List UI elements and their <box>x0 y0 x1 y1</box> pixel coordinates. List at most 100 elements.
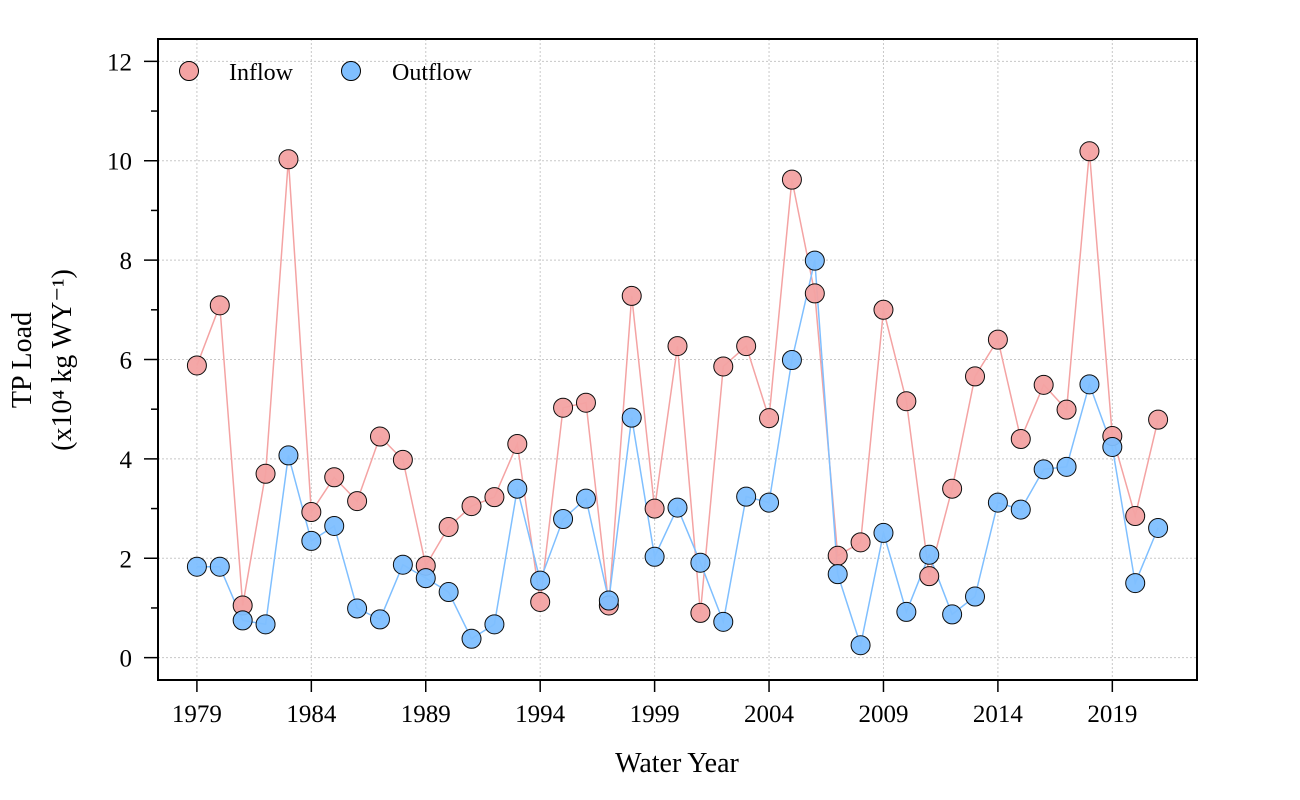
data-point-outflow <box>1125 573 1146 594</box>
data-point-outflow <box>1079 374 1100 395</box>
y-tick-label: 4 <box>120 447 133 474</box>
y-tick-label: 0 <box>120 646 133 673</box>
data-point-inflow <box>255 463 276 484</box>
y-axis-title-line2: (x10⁴ kg WY⁻¹) <box>47 269 78 451</box>
x-tick-label: 1979 <box>172 701 222 728</box>
data-point-inflow <box>942 478 963 499</box>
data-point-outflow <box>965 586 986 607</box>
data-point-inflow <box>369 426 390 447</box>
data-point-inflow <box>438 516 459 537</box>
x-tick-label: 2019 <box>1087 701 1137 728</box>
data-point-outflow <box>1010 499 1031 520</box>
data-point-outflow <box>575 488 596 509</box>
data-point-outflow <box>278 445 299 466</box>
data-point-inflow <box>575 392 596 413</box>
gridlines <box>158 39 1197 680</box>
y-tick-label: 2 <box>120 546 133 573</box>
data-point-outflow <box>873 522 894 543</box>
data-point-outflow <box>919 544 940 565</box>
data-point-outflow <box>827 564 848 585</box>
x-tick-label: 1989 <box>401 701 451 728</box>
data-point-inflow <box>324 467 345 488</box>
data-point-outflow <box>1148 517 1169 538</box>
data-point-inflow <box>644 498 665 519</box>
data-point-inflow <box>1125 506 1146 527</box>
data-point-outflow <box>759 492 780 513</box>
legend-marker-outflow <box>341 61 361 81</box>
data-point-outflow <box>621 407 642 428</box>
data-point-outflow <box>690 552 711 573</box>
data-point-outflow <box>1056 456 1077 477</box>
data-point-outflow <box>415 568 436 589</box>
data-point-outflow <box>301 530 322 551</box>
data-point-inflow <box>873 299 894 320</box>
data-point-outflow <box>1033 459 1054 480</box>
data-point-inflow <box>1148 409 1169 430</box>
legend-marker-inflow <box>179 61 199 81</box>
data-point-outflow <box>530 570 551 591</box>
data-point-inflow <box>713 356 734 377</box>
data-point-outflow <box>553 509 574 530</box>
data-point-outflow <box>713 611 734 632</box>
data-point-inflow <box>965 366 986 387</box>
data-point-inflow <box>759 408 780 429</box>
data-point-inflow <box>1079 141 1100 162</box>
x-tick-label: 2004 <box>744 701 795 728</box>
data-point-inflow <box>667 336 688 357</box>
data-point-inflow <box>461 496 482 517</box>
series-line-inflow <box>196 151 1159 613</box>
data-point-outflow <box>209 556 230 577</box>
data-point-inflow <box>850 532 871 553</box>
data-point-outflow <box>461 628 482 649</box>
x-tick-label: 2014 <box>973 701 1024 728</box>
data-point-inflow <box>186 355 207 376</box>
y-tick-label: 12 <box>107 49 132 76</box>
data-point-outflow <box>186 556 207 577</box>
data-point-inflow <box>553 397 574 418</box>
series-lines <box>196 151 1159 649</box>
x-tick-label: 1994 <box>515 701 566 728</box>
data-point-inflow <box>1056 399 1077 420</box>
x-tick-label: 1999 <box>630 701 680 728</box>
data-point-outflow <box>255 614 276 635</box>
data-point-inflow <box>896 391 917 412</box>
data-point-outflow <box>347 598 368 619</box>
data-point-outflow <box>667 497 688 518</box>
data-point-inflow <box>919 566 940 587</box>
legend-label-inflow: Inflow <box>229 60 294 86</box>
y-tick-label: 8 <box>120 248 133 275</box>
y-tick-label: 10 <box>107 149 132 176</box>
x-axis-title: Water Year <box>615 748 739 779</box>
data-point-outflow <box>942 604 963 625</box>
data-point-outflow <box>438 582 459 603</box>
data-point-inflow <box>392 449 413 470</box>
plot-frame <box>157 38 1198 681</box>
data-point-outflow <box>987 492 1008 513</box>
data-point-inflow <box>736 336 757 357</box>
data-point-outflow <box>781 349 802 370</box>
data-point-inflow <box>278 149 299 170</box>
data-point-inflow <box>507 433 528 454</box>
data-point-outflow <box>850 635 871 656</box>
data-point-outflow <box>598 590 619 611</box>
x-tick-label: 1984 <box>286 701 337 728</box>
data-point-inflow <box>621 285 642 306</box>
data-point-outflow <box>324 515 345 536</box>
y-axis-title-line1: TP Load <box>7 312 38 408</box>
data-point-outflow <box>232 610 253 631</box>
data-point-inflow <box>209 295 230 316</box>
data-point-inflow <box>484 487 505 508</box>
data-point-inflow <box>781 169 802 190</box>
data-point-outflow <box>644 546 665 567</box>
data-point-inflow <box>347 491 368 512</box>
data-point-inflow <box>987 329 1008 350</box>
data-point-outflow <box>369 609 390 630</box>
series-points <box>186 141 1169 656</box>
axes: 1979 1984 1989 1994 1999 2004 2009 2014 2019 0 2 4 6… <box>107 49 1137 728</box>
legend: Inflow Outflow <box>179 60 473 86</box>
data-point-outflow <box>804 250 825 271</box>
legend-label-outflow: Outflow <box>392 60 473 86</box>
data-point-inflow <box>1033 374 1054 395</box>
data-point-outflow <box>392 554 413 575</box>
